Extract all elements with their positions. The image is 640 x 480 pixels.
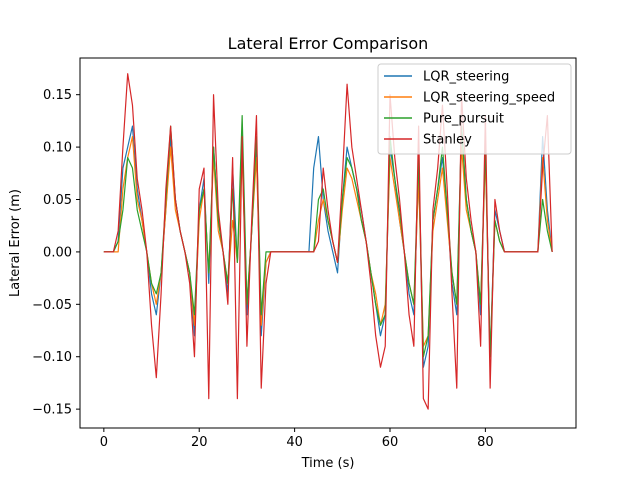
y-tick-label: −0.10 [32, 350, 72, 365]
y-axis: −0.15 −0.10 −0.05 0.00 0.05 0.10 0.15 [32, 88, 80, 418]
y-axis-label: Lateral Error (m) [8, 189, 23, 297]
y-tick-label: 0.00 [43, 245, 72, 260]
plot-area [103, 73, 553, 410]
legend-label: LQR_steering_speed [423, 91, 555, 106]
y-tick-label: −0.15 [32, 403, 72, 418]
legend-label: Pure_pursuit [423, 112, 504, 127]
chart-title: Lateral Error Comparison [228, 34, 429, 53]
x-tick-label: 20 [191, 435, 208, 450]
x-tick-label: 0 [100, 435, 108, 450]
y-tick-label: 0.05 [43, 193, 72, 208]
axes-frame [79, 57, 577, 429]
x-tick-label: 80 [477, 435, 494, 450]
y-tick-label: 0.10 [43, 141, 72, 156]
legend-label: LQR_steering [423, 70, 509, 85]
x-tick-label: 60 [382, 435, 399, 450]
legend-box [377, 63, 572, 155]
x-tick-label: 40 [286, 435, 303, 450]
y-tick-label: −0.05 [32, 298, 72, 313]
x-axis: 0 20 40 60 80 [100, 428, 494, 450]
y-tick-label: 0.15 [43, 88, 72, 103]
series-line-stanley [103, 73, 553, 410]
legend: LQR_steering LQR_steering_speed Pure_pursu… [377, 63, 572, 155]
legend-label: Stanley [423, 133, 472, 148]
x-axis-label: Time (s) [301, 456, 355, 471]
